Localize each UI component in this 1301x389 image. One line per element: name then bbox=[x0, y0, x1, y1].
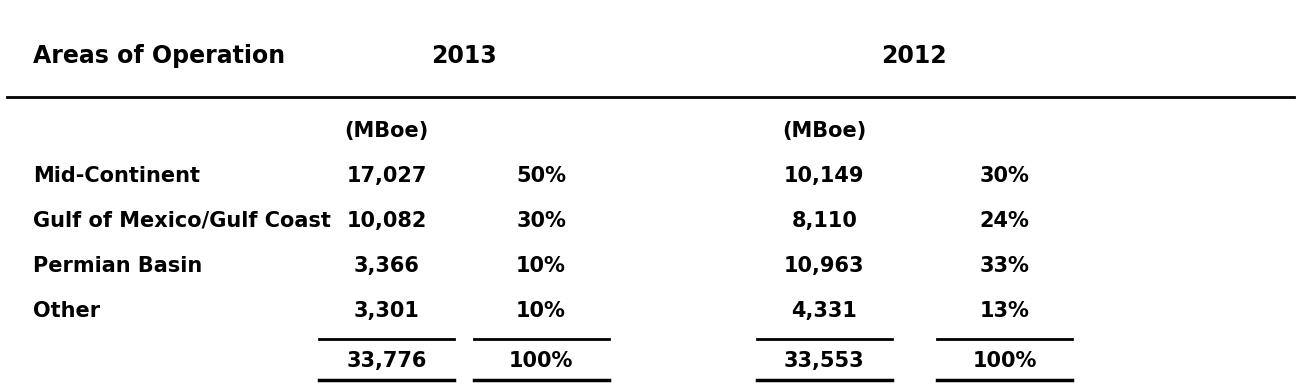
Text: 2012: 2012 bbox=[882, 44, 947, 68]
Text: (MBoe): (MBoe) bbox=[782, 121, 866, 141]
Text: 2013: 2013 bbox=[431, 44, 497, 68]
Text: 10,963: 10,963 bbox=[785, 256, 864, 276]
Text: 10%: 10% bbox=[516, 256, 566, 276]
Text: Permian Basin: Permian Basin bbox=[33, 256, 202, 276]
Text: 3,301: 3,301 bbox=[354, 301, 420, 321]
Text: 4,331: 4,331 bbox=[791, 301, 857, 321]
Text: 33,776: 33,776 bbox=[346, 351, 427, 371]
Text: (MBoe): (MBoe) bbox=[345, 121, 429, 141]
Text: 30%: 30% bbox=[516, 211, 566, 231]
Text: Other: Other bbox=[33, 301, 100, 321]
Text: 17,027: 17,027 bbox=[346, 166, 427, 186]
Text: 100%: 100% bbox=[509, 351, 574, 371]
Text: 33,553: 33,553 bbox=[785, 351, 865, 371]
Text: Gulf of Mexico/Gulf Coast: Gulf of Mexico/Gulf Coast bbox=[33, 211, 330, 231]
Text: Mid-Continent: Mid-Continent bbox=[33, 166, 199, 186]
Text: 13%: 13% bbox=[980, 301, 1029, 321]
Text: 24%: 24% bbox=[980, 211, 1029, 231]
Text: 8,110: 8,110 bbox=[791, 211, 857, 231]
Text: 33%: 33% bbox=[980, 256, 1029, 276]
Text: 10,149: 10,149 bbox=[785, 166, 864, 186]
Text: 10%: 10% bbox=[516, 301, 566, 321]
Text: Areas of Operation: Areas of Operation bbox=[33, 44, 285, 68]
Text: 100%: 100% bbox=[972, 351, 1037, 371]
Text: 10,082: 10,082 bbox=[346, 211, 427, 231]
Text: 50%: 50% bbox=[516, 166, 566, 186]
Text: 3,366: 3,366 bbox=[354, 256, 420, 276]
Text: 30%: 30% bbox=[980, 166, 1029, 186]
